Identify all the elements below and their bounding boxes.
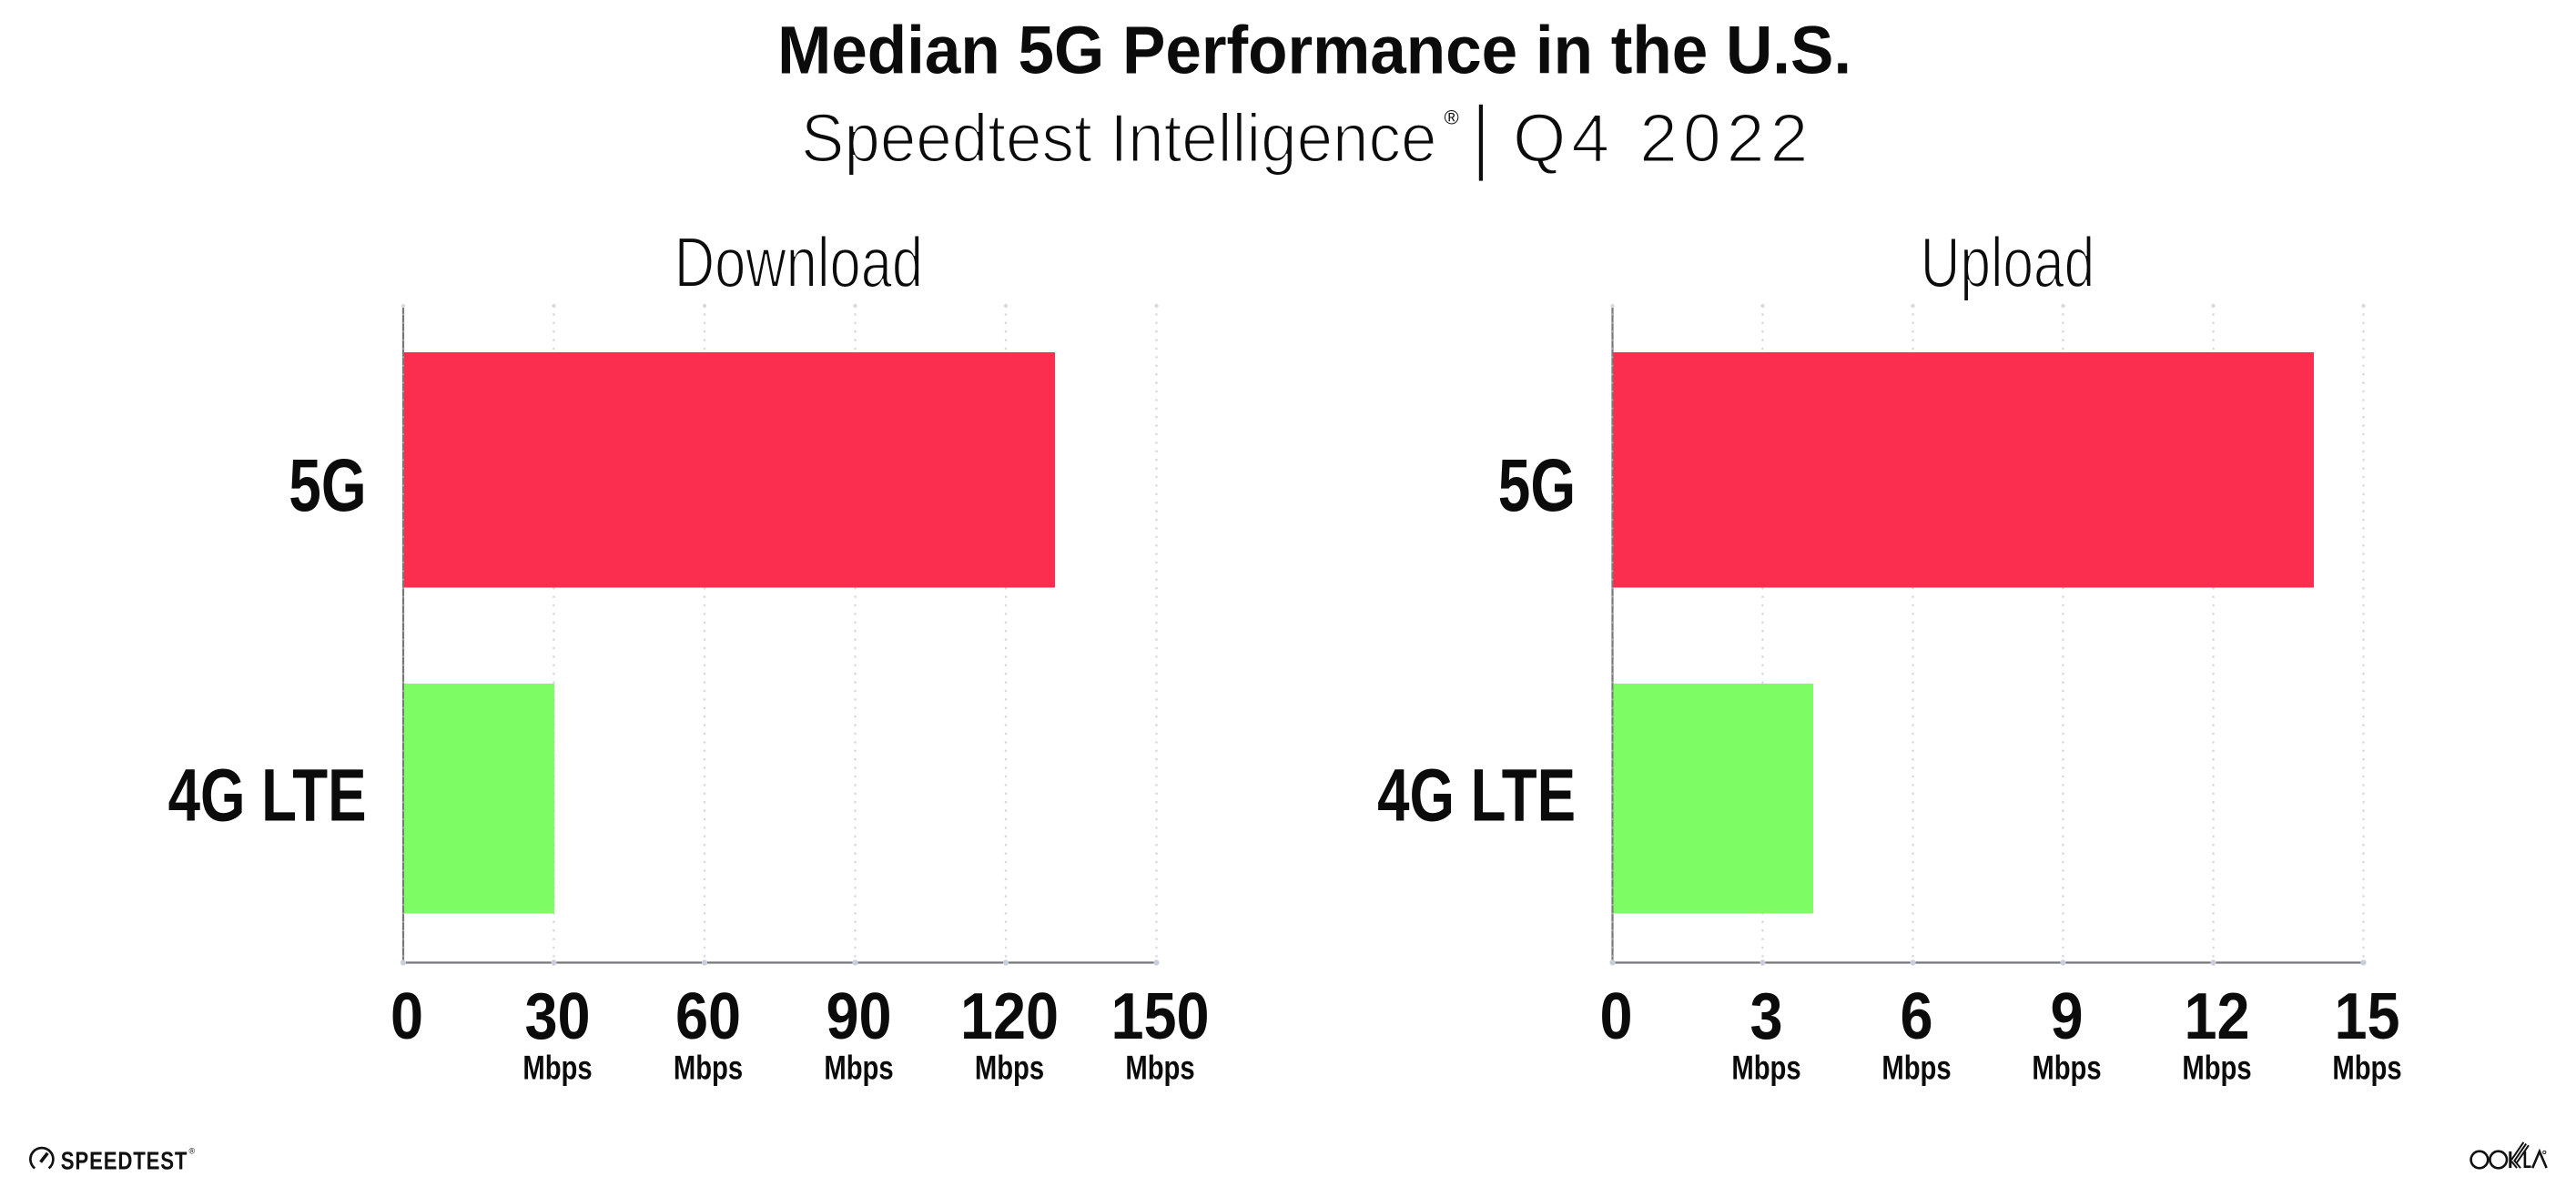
svg-text:Mbps: Mbps [522, 1050, 592, 1087]
svg-text:5G: 5G [289, 442, 366, 527]
svg-text:Mbps: Mbps [2332, 1050, 2401, 1087]
svg-text:Mbps: Mbps [674, 1050, 743, 1087]
svg-text:9: 9 [2050, 979, 2083, 1053]
svg-text:4G LTE: 4G LTE [1377, 754, 1576, 837]
svg-text:4G LTE: 4G LTE [168, 754, 367, 837]
svg-text:6: 6 [1900, 979, 1932, 1053]
svg-text:Upload: Upload [1921, 223, 2095, 302]
svg-text:Mbps: Mbps [2032, 1050, 2101, 1087]
svg-text:0: 0 [1599, 979, 1632, 1053]
svg-text:15: 15 [2334, 979, 2399, 1053]
svg-text:Mbps: Mbps [824, 1050, 893, 1087]
svg-text:Mbps: Mbps [975, 1050, 1044, 1087]
svg-text:Mbps: Mbps [1731, 1050, 1800, 1087]
svg-text:3: 3 [1749, 979, 1782, 1053]
svg-text:12: 12 [2184, 979, 2249, 1053]
svg-text:Speedtest Intelligence: Speedtest Intelligence [801, 101, 1436, 177]
svg-text:Median 5G Performance in the U: Median 5G Performance in the U.S. [777, 13, 1851, 88]
svg-text:®: ® [1445, 107, 1459, 129]
svg-text:60: 60 [675, 979, 741, 1053]
svg-text:0: 0 [390, 979, 423, 1053]
svg-text:SPEEDTEST: SPEEDTEST [61, 1147, 188, 1175]
svg-text:Mbps: Mbps [1125, 1050, 1194, 1087]
svg-text:Q4 2022: Q4 2022 [1513, 99, 1813, 176]
svg-text:Download: Download [674, 222, 923, 302]
svg-text:30: 30 [524, 979, 590, 1053]
svg-text:90: 90 [826, 979, 891, 1053]
svg-text:5G: 5G [1498, 442, 1576, 527]
svg-text:120: 120 [960, 979, 1059, 1053]
svg-text:Mbps: Mbps [1881, 1050, 1951, 1087]
svg-text:Mbps: Mbps [2182, 1050, 2251, 1087]
svg-text:®: ® [189, 1147, 196, 1156]
svg-text:150: 150 [1111, 979, 1209, 1053]
